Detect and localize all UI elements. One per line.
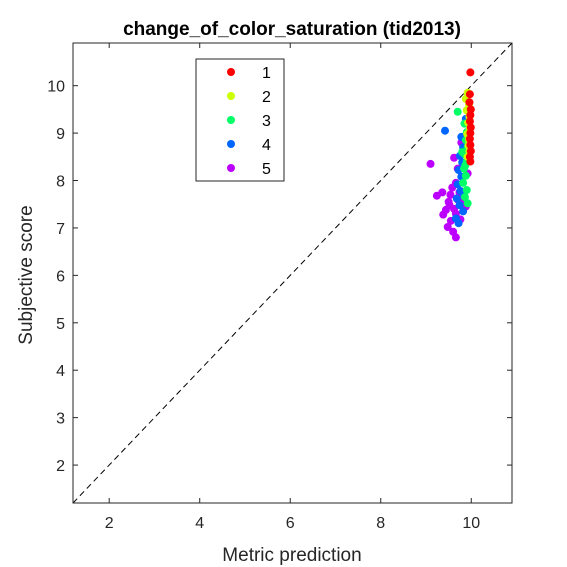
- data-point: [446, 190, 455, 199]
- data-point: [466, 129, 475, 138]
- y-tick-label: 4: [56, 363, 65, 380]
- y-tick-label: 2: [56, 458, 65, 475]
- data-point: [466, 157, 475, 166]
- x-tick-label: 6: [286, 515, 295, 532]
- data-point: [439, 210, 448, 219]
- y-axis-label: Subjective score: [16, 205, 37, 344]
- data-point: [432, 191, 441, 200]
- y-tick-label: 10: [47, 79, 65, 96]
- data-point: [465, 98, 474, 107]
- data-point: [465, 134, 474, 143]
- x-axis-label: Metric prediction: [222, 545, 361, 566]
- legend-marker: [227, 116, 235, 124]
- legend-marker: [227, 92, 235, 100]
- y-tick-label: 7: [56, 221, 65, 238]
- x-tick-label: 2: [105, 515, 114, 532]
- y-tick-label: 9: [56, 126, 65, 143]
- y-tick-label: 6: [56, 268, 65, 285]
- data-point: [463, 199, 472, 208]
- data-point: [455, 201, 464, 210]
- data-point: [454, 219, 463, 228]
- legend-marker: [227, 164, 235, 172]
- data-point: [466, 105, 475, 114]
- data-point: [465, 90, 474, 99]
- data-point: [466, 140, 475, 149]
- x-tick-label: 10: [462, 515, 480, 532]
- data-point: [461, 171, 470, 180]
- data-point: [452, 194, 461, 203]
- legend-box: [195, 58, 285, 182]
- data-point: [453, 107, 462, 116]
- data-point: [466, 111, 475, 120]
- x-tick-label: 8: [376, 515, 385, 532]
- data-point: [444, 197, 453, 206]
- legend-label: 5: [262, 161, 271, 178]
- y-tick-label: 3: [56, 411, 65, 428]
- data-point: [465, 117, 474, 126]
- legend-marker: [227, 140, 235, 148]
- data-point: [441, 126, 450, 135]
- data-point: [426, 159, 435, 168]
- y-tick-label: 5: [56, 316, 65, 333]
- data-point: [459, 178, 468, 187]
- data-point: [460, 193, 469, 202]
- x-tick-label: 4: [195, 515, 204, 532]
- plot-frame: [72, 42, 513, 504]
- legend-label: 2: [262, 89, 271, 106]
- data-point: [451, 233, 460, 242]
- data-point: [458, 148, 467, 157]
- chart-title: change_of_color_saturation (tid2013): [123, 19, 461, 40]
- data-point: [459, 207, 468, 216]
- data-point: [466, 123, 475, 132]
- series-1: [465, 68, 475, 166]
- y-tick-label: 8: [56, 174, 65, 191]
- data-point: [443, 223, 452, 231]
- legend-marker: [227, 68, 235, 76]
- legend-label: 1: [262, 65, 271, 82]
- identity-line: [72, 42, 513, 504]
- legend-label: 3: [262, 113, 271, 130]
- legend-label: 4: [262, 137, 271, 154]
- data-point: [462, 186, 471, 195]
- data-point: [466, 68, 475, 77]
